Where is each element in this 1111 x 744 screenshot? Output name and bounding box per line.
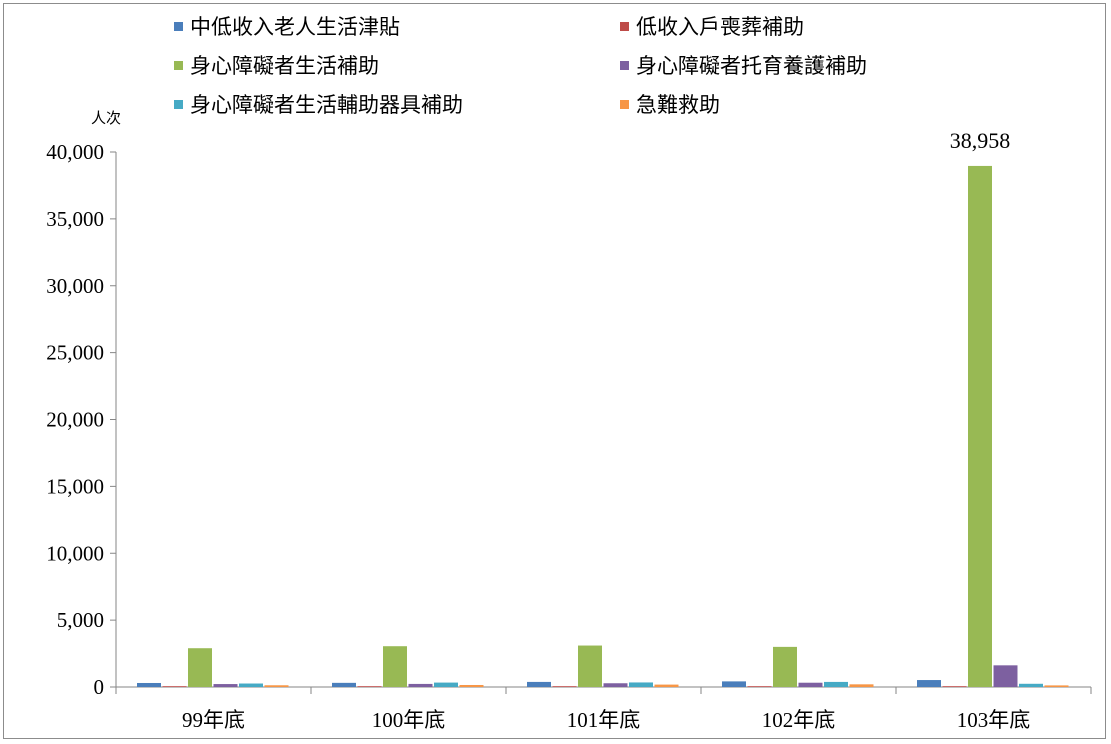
- bar: [654, 684, 679, 687]
- x-axis-labels: 99年底 100年底 101年底 102年底 103年底: [182, 708, 1030, 732]
- bar: [188, 648, 212, 687]
- bar: [824, 681, 848, 687]
- bar: [722, 681, 746, 687]
- legend-swatch: [620, 61, 629, 70]
- bar: [798, 682, 823, 687]
- legend-label: 急難救助: [636, 93, 720, 117]
- bar: [993, 665, 1018, 687]
- legend-label: 中低收入老人生活津貼: [190, 15, 400, 39]
- y-tick-label: 10,000: [46, 541, 104, 565]
- bar: [917, 680, 941, 687]
- bar: [578, 645, 602, 687]
- bar: [239, 683, 263, 687]
- bar: [383, 646, 407, 687]
- y-axis-unit-label: 人次: [91, 109, 121, 127]
- bar: [162, 686, 187, 687]
- bar: [1019, 683, 1043, 687]
- y-tick-label: 35,000: [46, 207, 104, 231]
- legend-label: 身心障礙者托育養護補助: [636, 54, 867, 78]
- x-tick-label: 99年底: [182, 708, 245, 732]
- axes: [115, 152, 1092, 694]
- x-tick-label: 101年底: [567, 708, 641, 732]
- data-labels: 38,958: [950, 128, 1011, 153]
- bar: [603, 683, 628, 687]
- bar: [213, 684, 238, 687]
- bar: [408, 683, 433, 687]
- legend-swatch: [620, 100, 629, 109]
- bar: [264, 685, 289, 687]
- bar: [527, 681, 551, 687]
- bar: [942, 686, 967, 687]
- legend-swatch: [174, 61, 183, 70]
- chart-frame: [3, 3, 1106, 739]
- bars: [137, 165, 1069, 687]
- legend-swatch: [620, 22, 629, 31]
- bar: [137, 682, 161, 687]
- legend-label: 身心障礙者生活補助: [190, 54, 379, 78]
- y-tick-label: 25,000: [46, 341, 104, 365]
- x-tick-label: 100年底: [372, 708, 446, 732]
- y-tick-label: 30,000: [46, 274, 104, 298]
- y-tick-label: 40,000: [46, 140, 104, 164]
- y-axis-ticks: 0 5,000 10,000 15,000 20,000 25,000 30,000 35,0…: [46, 140, 116, 699]
- bar: [629, 682, 653, 687]
- bar: [552, 686, 577, 687]
- y-tick-label: 0: [94, 675, 105, 699]
- legend-swatch: [174, 100, 183, 109]
- y-tick-label: 5,000: [57, 608, 104, 632]
- bar: [1044, 685, 1069, 687]
- bar: [849, 684, 874, 687]
- bar: [773, 646, 797, 687]
- x-tick-label: 102年底: [762, 708, 836, 732]
- bar: [968, 165, 992, 687]
- y-tick-label: 15,000: [46, 474, 104, 498]
- legend-label: 低收入戶喪葬補助: [636, 15, 804, 39]
- bar: [332, 682, 356, 687]
- legend-swatch: [174, 22, 183, 31]
- legend-label: 身心障礙者生活輔助器具補助: [190, 93, 463, 117]
- bar: [747, 686, 772, 687]
- bar: [434, 682, 458, 687]
- bar: [357, 686, 382, 687]
- y-tick-label: 20,000: [46, 408, 104, 432]
- x-tick-label: 103年底: [957, 708, 1031, 732]
- data-label: 38,958: [950, 128, 1011, 153]
- bar: [459, 684, 484, 687]
